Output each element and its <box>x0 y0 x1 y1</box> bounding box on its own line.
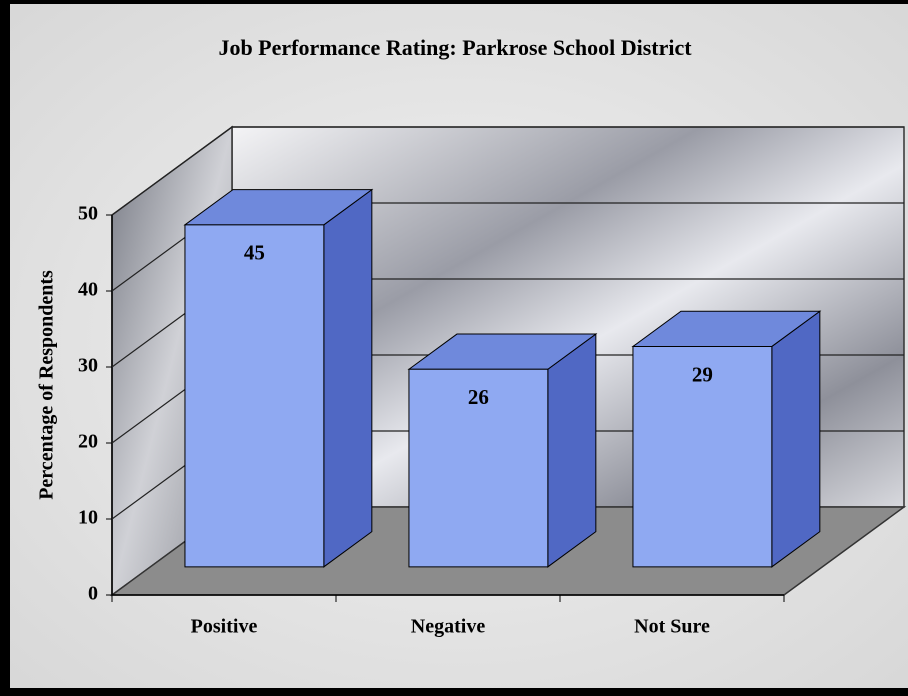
bar <box>408 368 549 568</box>
y-tick-label: 0 <box>88 583 98 605</box>
y-tick-label: 50 <box>78 203 98 225</box>
bar <box>632 345 773 568</box>
bar <box>184 224 325 568</box>
x-tick-label: Not Sure <box>634 616 710 638</box>
y-tick-label: 20 <box>78 431 98 453</box>
grid-line <box>111 126 904 216</box>
data-label: 45 <box>244 241 265 265</box>
x-tick-label: Positive <box>191 616 258 638</box>
data-label: 29 <box>692 362 713 386</box>
chart-title: Job Performance Rating: Parkrose School … <box>218 35 692 60</box>
y-tick-label: 10 <box>78 507 98 529</box>
x-tick-label: Negative <box>411 616 486 638</box>
bar-side <box>771 310 821 568</box>
data-label: 26 <box>468 385 489 409</box>
y-tick-label: 40 <box>78 279 98 301</box>
bar-side <box>323 188 373 568</box>
y-axis-label: Percentage of Respondents <box>36 270 58 500</box>
bar-side <box>547 333 597 568</box>
y-tick-label: 30 <box>78 355 98 377</box>
